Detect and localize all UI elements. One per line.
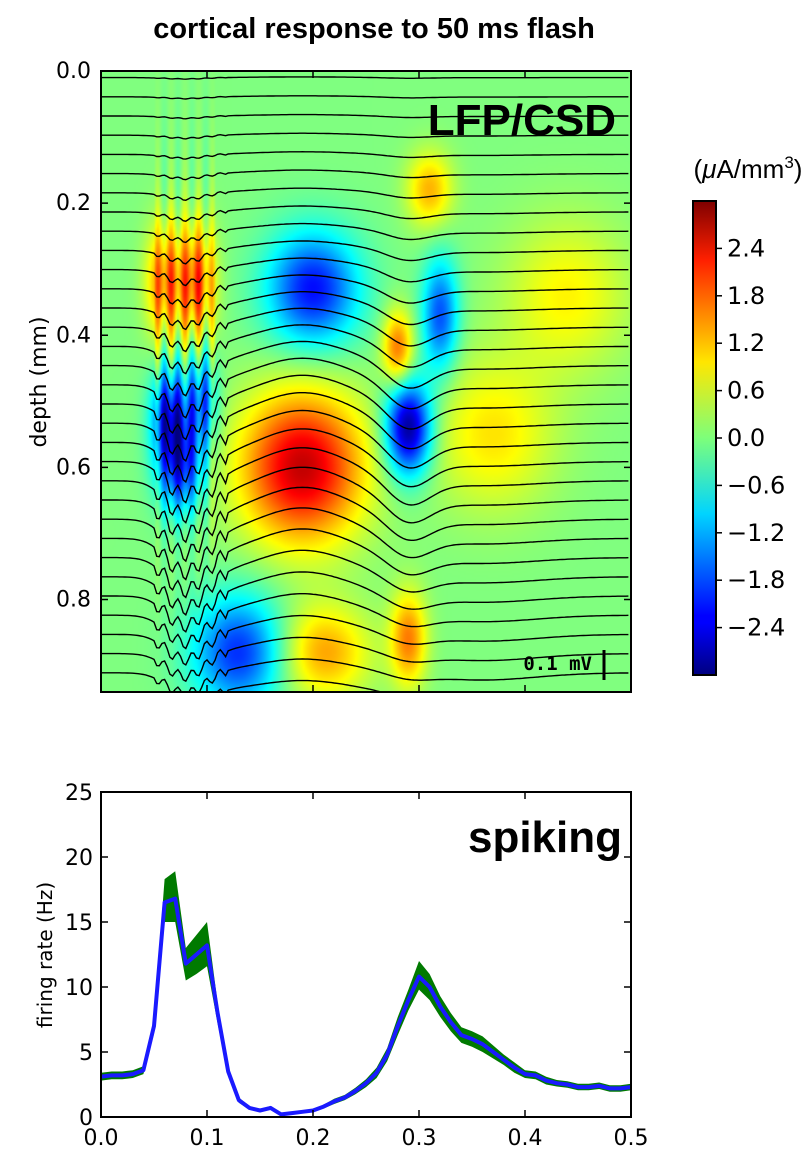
firing-rate-axis-label: firing rate (Hz) — [33, 882, 57, 1028]
lfp-trace — [101, 679, 629, 692]
x-tick-label: 0.1 — [190, 1126, 225, 1151]
firing-rate-line — [101, 896, 631, 1117]
lfp-trace — [101, 466, 629, 544]
lfp-trace — [101, 205, 629, 222]
scale-bar-label: 0.1 mV — [523, 653, 592, 675]
colorbar-tick-label: 0.6 — [727, 377, 765, 405]
lfp-trace — [101, 150, 629, 160]
lfp-trace — [101, 291, 629, 331]
lfp-trace — [101, 614, 629, 666]
lfp-trace — [101, 76, 629, 80]
lfp-trace — [101, 257, 629, 287]
csd-plot-frame — [100, 70, 632, 693]
lfp-trace — [101, 274, 629, 309]
depth-tick-label: 0.0 — [56, 59, 91, 84]
colorbar-gradient — [692, 200, 717, 676]
lfp-trace — [101, 240, 629, 265]
lfp-trace — [101, 549, 629, 616]
x-tick-label: 0.2 — [296, 1126, 331, 1151]
x-tick-label: 0.0 — [84, 1126, 119, 1151]
spiking-label: spiking — [468, 813, 622, 862]
scale-bar: 0.1 mV — [523, 650, 606, 680]
colorbar-tick-label: 0.0 — [727, 424, 765, 452]
y-tick-label: 5 — [79, 1041, 93, 1066]
y-tick-label: 20 — [65, 846, 93, 871]
depth-tick-label: 0.2 — [56, 191, 91, 216]
spiking-plot-frame — [100, 791, 632, 1118]
lfp-trace — [101, 95, 629, 100]
lfp-trace — [101, 507, 629, 581]
colorbar-tick-label: 2.4 — [727, 234, 765, 262]
lfp-trace — [101, 324, 629, 375]
lfp-trace — [101, 340, 629, 397]
depth-tick-label: 0.8 — [56, 588, 91, 613]
colorbar-tick-label: 1.2 — [727, 329, 765, 357]
colorbar-tick-label: 1.8 — [727, 282, 765, 310]
lfp-trace — [101, 132, 629, 140]
colorbar: (μA/mm3) 2.4 1.8 1.2 0.6 0.0 −0.6 −1.2 −1.8 −2.4 — [692, 153, 803, 676]
lfp-trace — [101, 357, 629, 419]
figure-title: cortical response to 50 ms flash — [153, 13, 595, 45]
colorbar-tick-label: −1.8 — [727, 566, 785, 594]
y-tick-label: 0 — [79, 1106, 93, 1131]
spiking-panel: 0.0 0.1 0.2 0.3 0.4 0.5 0 5 10 15 20 25 spiking fir… — [33, 781, 649, 1151]
depth-tick-label: 0.6 — [56, 455, 91, 480]
colorbar-tick-label: −2.4 — [727, 614, 785, 642]
lfp-trace — [101, 447, 629, 524]
colorbar-ticks: 2.4 1.8 1.2 0.6 0.0 −0.6 −1.2 −1.8 −2.4 — [716, 234, 785, 642]
y-tick-label: 15 — [65, 911, 93, 936]
lfp-traces — [101, 76, 629, 692]
lfp-trace — [101, 486, 629, 563]
lfp-trace — [101, 307, 629, 353]
firing-rate-confidence-band — [101, 871, 631, 1116]
x-tick-label: 0.4 — [508, 1126, 543, 1151]
lfp-trace — [101, 571, 629, 633]
lfp-trace — [101, 113, 629, 120]
lfp-trace — [101, 187, 629, 202]
lfp-csd-label: LFP/CSD — [428, 96, 616, 145]
lfp-trace — [101, 636, 629, 683]
colorbar-unit: (μA/mm3) — [694, 153, 803, 184]
spiking-axis-ticks: 0.0 0.1 0.2 0.3 0.4 0.5 0 5 10 15 20 25 — [65, 781, 649, 1151]
lfp-trace — [101, 374, 629, 441]
csd-axis-ticks: 0.0 0.2 0.4 0.6 0.8 — [56, 59, 632, 692]
x-tick-label: 0.3 — [402, 1126, 437, 1151]
lfp-trace — [101, 528, 629, 599]
lfp-trace — [101, 169, 629, 181]
lfp-trace — [101, 222, 629, 244]
lfp-trace — [101, 428, 629, 504]
y-tick-label: 25 — [65, 781, 93, 806]
lfp-trace — [101, 409, 629, 484]
depth-tick-label: 0.4 — [56, 323, 91, 348]
lfp-trace — [101, 392, 629, 463]
x-tick-label: 0.5 — [614, 1126, 649, 1151]
colorbar-tick-label: −1.2 — [727, 519, 785, 547]
csd-panel: 0.0 0.2 0.4 0.6 0.8 LFP/CSD depth (mm) 0.1 m… — [27, 59, 632, 693]
lfp-trace — [101, 658, 629, 692]
colorbar-tick-label: −0.6 — [727, 471, 785, 499]
y-tick-label: 10 — [65, 976, 93, 1001]
depth-axis-label: depth (mm) — [27, 316, 52, 447]
lfp-trace — [101, 593, 629, 650]
